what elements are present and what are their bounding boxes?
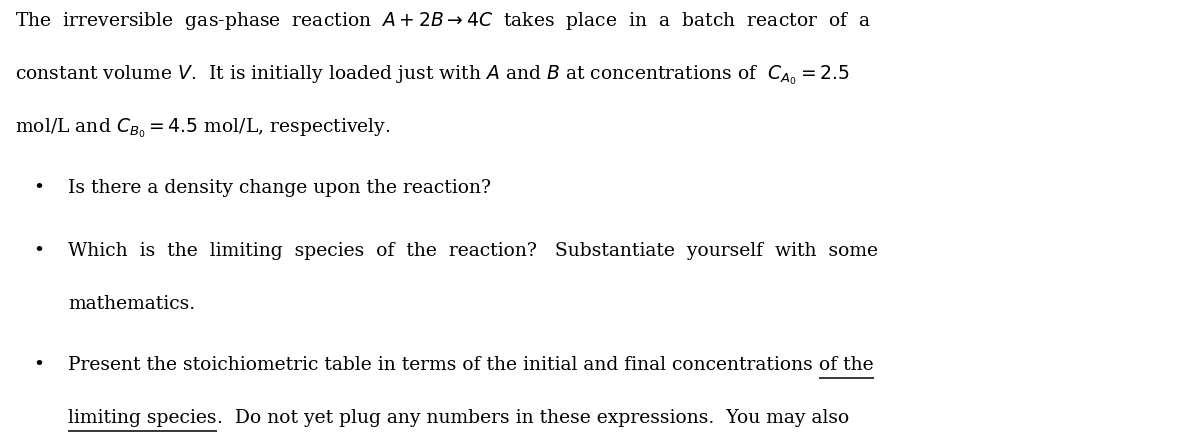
- Text: •: •: [33, 179, 44, 197]
- Text: •: •: [33, 356, 44, 374]
- Text: Present the stoichiometric table in terms of the initial and final concentration: Present the stoichiometric table in term…: [68, 356, 819, 374]
- Text: The  irreversible  gas-phase  reaction  $A + 2B \rightarrow 4C$  takes  place  i: The irreversible gas-phase reaction $A +…: [15, 10, 872, 32]
- Text: Is there a density change upon the reaction?: Is there a density change upon the react…: [68, 179, 491, 197]
- Text: mol/L and $C_{B_0} = 4.5$ mol/L, respectively.: mol/L and $C_{B_0} = 4.5$ mol/L, respect…: [15, 116, 391, 140]
- Text: mathematics.: mathematics.: [68, 295, 196, 313]
- Text: •: •: [33, 242, 44, 260]
- Text: of the: of the: [819, 356, 874, 374]
- Text: Which  is  the  limiting  species  of  the  reaction?   Substantiate  yourself  : Which is the limiting species of the rea…: [68, 242, 879, 260]
- Text: limiting species: limiting species: [68, 409, 217, 427]
- Text: constant volume $V$.  It is initially loaded just with $A$ and $B$ at concentrat: constant volume $V$. It is initially loa…: [15, 63, 849, 87]
- Text: .  Do not yet plug any numbers in these expressions.  You may also: . Do not yet plug any numbers in these e…: [217, 409, 849, 427]
